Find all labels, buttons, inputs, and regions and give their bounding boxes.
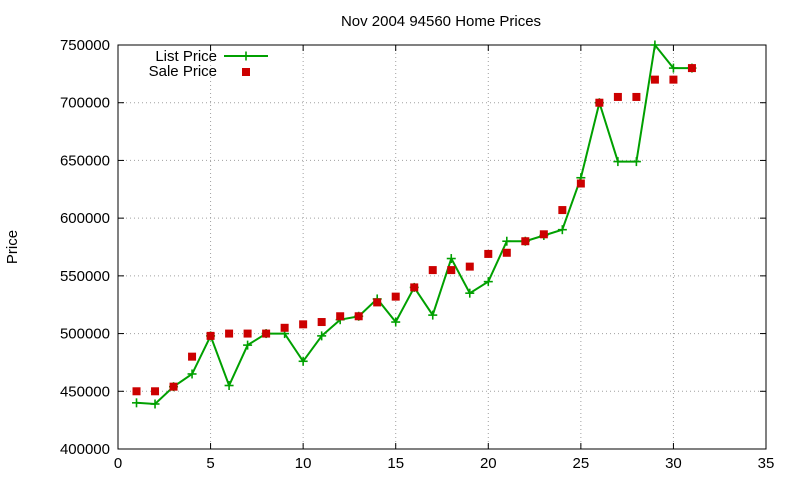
list-price-point	[631, 157, 641, 167]
sale-price-point	[428, 266, 437, 275]
x-tick-label: 35	[758, 455, 775, 472]
sale-price-point	[243, 329, 252, 338]
y-tick-label: 750000	[60, 37, 110, 54]
sale-price-point	[502, 248, 511, 257]
list-price-point	[150, 399, 160, 409]
y-tick-label: 450000	[60, 383, 110, 400]
series-line-list-price	[136, 42, 692, 406]
list-price-point	[317, 331, 327, 341]
y-tick-label: 600000	[60, 210, 110, 227]
sale-price-point	[354, 312, 363, 321]
x-tick-label: 15	[387, 455, 404, 472]
x-tick-label: 20	[480, 455, 497, 472]
sale-price-point	[206, 331, 215, 340]
sale-price-point	[188, 352, 197, 361]
x-tick-label: 5	[206, 455, 214, 472]
sale-price-point	[151, 387, 160, 396]
list-price-point	[224, 381, 234, 391]
sale-price-point	[169, 382, 178, 391]
sale-price-point	[410, 283, 419, 292]
list-price-point	[446, 254, 456, 264]
grid-layer	[118, 45, 766, 449]
sale-price-point	[132, 387, 141, 396]
x-tick-label: 0	[114, 455, 122, 472]
list-price-point	[483, 277, 493, 287]
sale-price-point	[447, 266, 456, 275]
sale-price-point	[465, 262, 474, 271]
sale-price-point	[280, 323, 289, 332]
x-tick-label: 30	[665, 455, 682, 472]
list-price-point	[132, 398, 142, 408]
sale-price-point	[632, 92, 641, 101]
legend-label-list-price: List Price	[155, 48, 217, 65]
x-tick-label: 25	[573, 455, 590, 472]
plot-area-frame	[117, 44, 767, 450]
series-layer	[132, 40, 697, 409]
tick-layer: 0 5 10 15 20 25 30 35 400000 450000 500000 550000 60…	[60, 37, 774, 472]
legend-label-sale-price: Sale Price	[149, 63, 217, 80]
sale-price-point	[484, 249, 493, 258]
sale-price-point	[669, 75, 678, 84]
sale-price-point	[613, 92, 622, 101]
y-tick-label: 700000	[60, 95, 110, 112]
list-price-point	[502, 236, 512, 246]
list-price-point	[391, 317, 401, 327]
legend-marker-sale-price	[242, 68, 250, 76]
list-price-point	[613, 157, 623, 167]
sale-price-point	[521, 237, 530, 246]
list-price-point	[243, 340, 253, 350]
sale-price-point	[687, 64, 696, 73]
chart-title: Nov 2004 94560 Home Prices	[341, 13, 541, 30]
sale-price-point	[262, 329, 271, 338]
sale-price-point	[225, 329, 234, 338]
sale-price-point	[595, 98, 604, 107]
y-tick-label: 500000	[60, 326, 110, 343]
y-tick-label: 550000	[60, 268, 110, 285]
list-price-point	[650, 40, 660, 50]
list-price-point	[428, 310, 438, 320]
sale-price-point	[539, 230, 548, 239]
sale-price-point	[317, 318, 326, 327]
list-price-point	[668, 63, 678, 73]
sale-price-point	[558, 206, 567, 215]
sale-price-point	[336, 312, 345, 321]
list-price-point	[187, 369, 197, 379]
sale-price-point	[576, 179, 585, 188]
list-price-point	[465, 288, 475, 298]
x-tick-label: 10	[295, 455, 312, 472]
y-axis-label: Price	[4, 230, 21, 264]
sale-price-point	[299, 320, 308, 329]
y-tick-label: 400000	[60, 441, 110, 458]
list-price-point	[557, 225, 567, 235]
y-tick-label: 650000	[60, 152, 110, 169]
list-price-point	[298, 356, 308, 366]
sale-price-point	[391, 292, 400, 301]
sale-price-point	[650, 75, 659, 84]
legend-marker-list-price	[241, 51, 251, 61]
sale-price-point	[373, 298, 382, 307]
